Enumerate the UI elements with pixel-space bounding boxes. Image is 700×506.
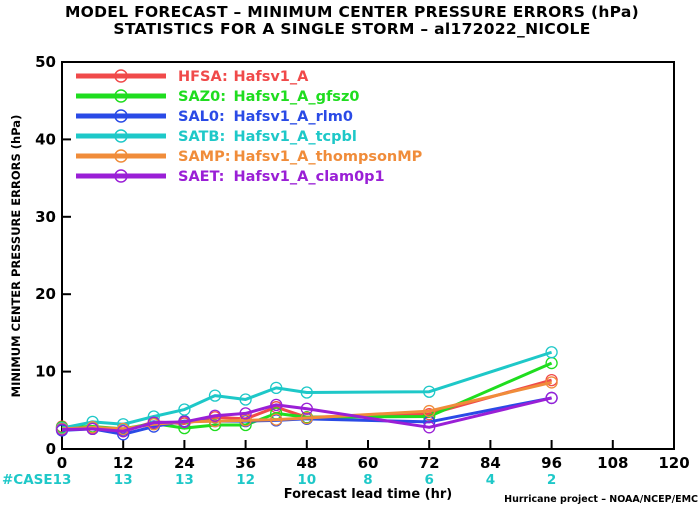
data-point [178, 415, 191, 429]
x-tick-label: 48 [296, 454, 317, 472]
data-point [300, 402, 313, 415]
legend-code: SATB: [178, 129, 225, 145]
data-point [545, 391, 558, 405]
legend-item: SAMP: Hafsv1_A_thompsonMP [76, 149, 423, 165]
legend-name: Hafsv1_A [234, 69, 310, 85]
legend-item: HFSA: Hafsv1_A [76, 69, 309, 85]
data-point [86, 422, 99, 436]
legend-marker [114, 129, 128, 143]
legend-marker [114, 89, 128, 103]
legend-name: Hafsv1_A_clam0p1 [234, 169, 385, 185]
series-line [61, 350, 553, 430]
legend-code: SAMP: [178, 149, 231, 165]
x-tick-label: 96 [541, 454, 562, 472]
case-count: 13 [114, 472, 133, 488]
series-layer [55, 346, 558, 441]
x-tick-label: 84 [480, 454, 501, 472]
data-point [423, 404, 436, 418]
legend-item: SAET: Hafsv1_A_clam0p1 [76, 169, 385, 185]
data-point [270, 398, 283, 412]
case-count: 6 [424, 472, 433, 488]
x-tick-label: 0 [57, 454, 67, 472]
data-point [423, 385, 436, 398]
y-tick-label: 20 [35, 285, 56, 303]
legend-code: HFSA: [178, 69, 228, 85]
legend-marker [114, 69, 128, 83]
legend-name: Hafsv1_A_tcpbl [234, 129, 357, 145]
case-count: 10 [297, 472, 316, 488]
data-point [208, 389, 222, 402]
case-count: 12 [236, 472, 255, 488]
data-point [545, 346, 558, 359]
data-point [208, 409, 222, 422]
x-tick-label: 12 [113, 454, 134, 472]
series-satb [55, 346, 558, 435]
x-tick-label: 108 [597, 454, 628, 472]
case-counts: #CASE 13 13 13 12 10 8 6 4 2 [2, 472, 556, 488]
y-tick-label: 10 [35, 363, 56, 381]
chart-subtitle: STATISTICS FOR A SINGLE STORM – al172022… [113, 20, 590, 38]
legend-name: Hafsv1_A_gfsz0 [234, 89, 360, 105]
legend-code: SAL0: [178, 109, 225, 125]
series-samp [55, 376, 558, 436]
legend-marker [114, 169, 128, 183]
y-tick-label: 50 [35, 53, 56, 71]
legend-marker [114, 109, 128, 123]
data-point [270, 381, 283, 395]
data-point [300, 386, 313, 399]
data-point [423, 421, 436, 434]
legend-marker [114, 149, 128, 163]
data-point [55, 423, 69, 436]
x-tick-label: 24 [174, 454, 195, 472]
data-point [147, 416, 160, 429]
legend-item: SAL0: Hafsv1_A_rlm0 [76, 109, 353, 125]
legend-item: SAZ0: Hafsv1_A_gfsz0 [76, 89, 359, 105]
y-tick-label: 40 [35, 130, 56, 148]
x-tick-label: 72 [419, 454, 440, 472]
credit-text: Hurricane project – NOAA/NCEP/EMC [504, 494, 698, 505]
legend-item: SATB: Hafsv1_A_tcpbl [76, 129, 357, 145]
data-point [208, 418, 222, 432]
data-point [239, 407, 252, 420]
legend-code: SAET: [178, 169, 224, 185]
legend-name: Hafsv1_A_rlm0 [234, 109, 353, 125]
legend-name: Hafsv1_A_thompsonMP [234, 149, 423, 165]
x-axis-label: Forecast lead time (hr) [284, 487, 452, 502]
case-label: #CASE [2, 472, 53, 488]
legend-code: SAZ0: [178, 89, 226, 105]
x-tick-label: 120 [658, 454, 689, 472]
data-point [300, 411, 313, 425]
case-count: 4 [486, 472, 495, 488]
legend: HFSA: Hafsv1_A SAZ0: Hafsv1_A_gfsz0 SAL0: Haf… [76, 69, 423, 185]
case-count: 2 [547, 472, 556, 488]
x-tick-label: 60 [358, 454, 379, 472]
data-point [545, 376, 558, 389]
case-count: 13 [175, 472, 194, 488]
data-point [178, 403, 191, 416]
series-line [61, 396, 552, 433]
data-point [117, 425, 130, 438]
y-axis-label: MINIMUM CENTER PRESSURE ERRORS (hPa) [9, 115, 23, 398]
case-count: 13 [53, 472, 72, 488]
data-point [239, 393, 252, 406]
data-point [270, 413, 283, 426]
y-tick-label: 30 [35, 208, 56, 226]
case-count: 8 [363, 472, 372, 488]
y-tick-label: 0 [46, 440, 56, 458]
axis-ticks: 0 12 24 36 48 60 72 84 96 108 120 0 10 20 30 40 50 [35, 53, 690, 472]
series-saet [55, 391, 558, 438]
chart-title: MODEL FORECAST – MINIMUM CENTER PRESSURE… [65, 3, 639, 21]
x-tick-label: 36 [235, 454, 256, 472]
